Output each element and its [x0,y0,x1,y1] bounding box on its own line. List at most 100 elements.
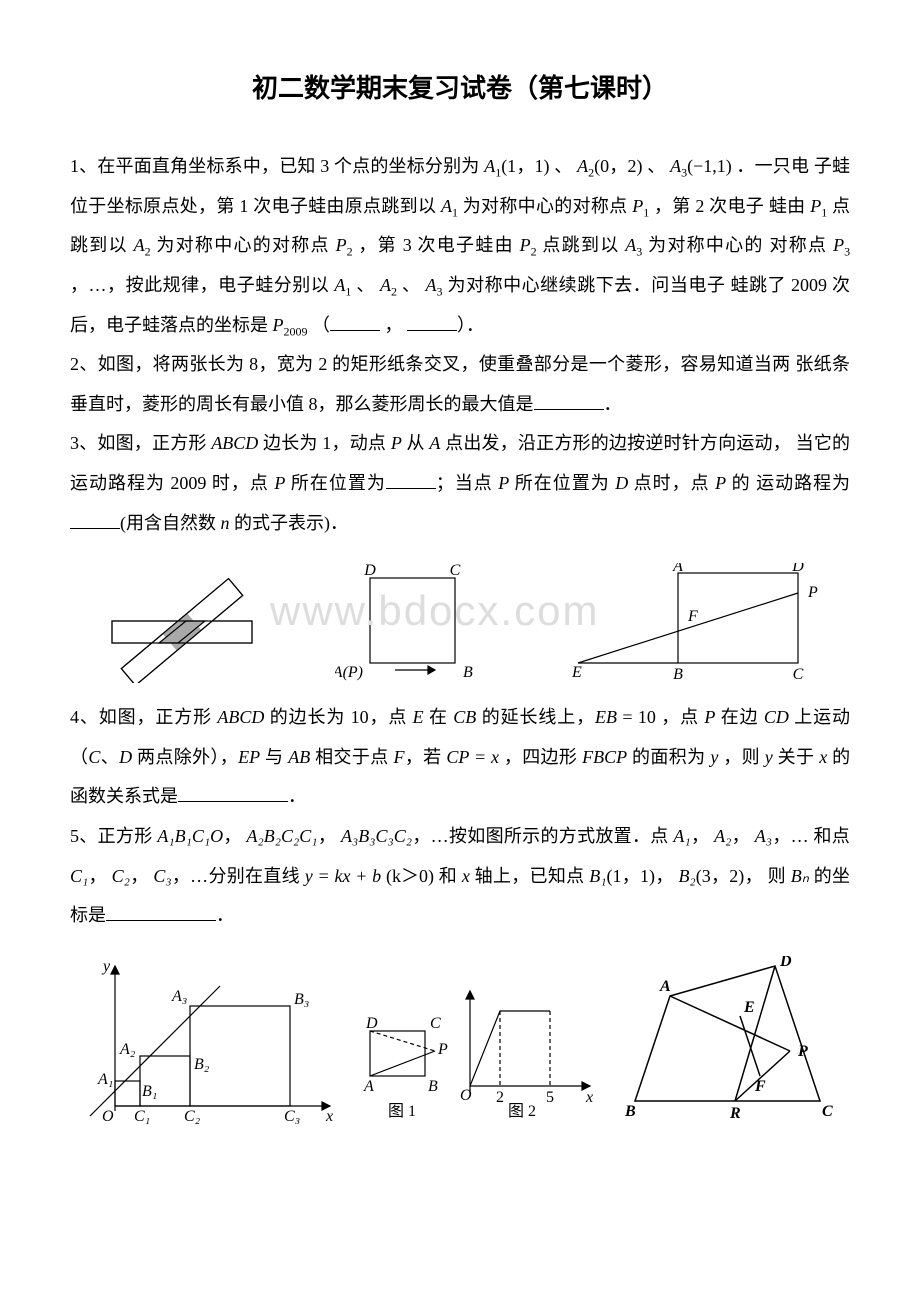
cap: 图 2 [508,1103,536,1120]
var: A [426,275,437,295]
var: P [810,196,821,216]
lbl: P [797,1043,808,1060]
var: P [274,473,285,493]
var: EP [238,747,260,767]
c: ， [130,866,149,886]
var: B₂ [678,866,695,886]
lbl: C [430,1015,441,1032]
var: P [715,473,726,493]
lbl: A₂ [119,1041,136,1058]
blank [330,312,380,331]
c: ， [691,826,710,846]
var: ABCD [211,433,258,453]
lbl: O [460,1087,472,1104]
var: A [334,275,345,295]
text: 为对称中心的对称点 [156,235,335,255]
lbl: x [585,1089,593,1106]
text: ，四边形 [499,747,582,767]
blank [534,391,604,410]
lbl: B [624,1103,636,1120]
lbl: C [793,666,804,683]
text: 在 [424,707,454,727]
var: P [336,235,347,255]
text: 为对称中心的对称点 [463,196,632,216]
sub: 1 [452,205,458,219]
figure-row-2: y x O A₁ A₂ A₃ B₁ B₂ B₃ C₁ C₂ C₃ D C P A… [70,956,850,1126]
text: 的面积为 [627,747,705,767]
lbl: 5 [546,1089,554,1106]
var: D [615,473,628,493]
q1: 1、在平面直角坐标系中，已知 3 个点的坐标分别为 A1(1，1) 、 A2(0… [70,147,850,345]
lbl: B₁ [142,1083,157,1100]
figure-row-1: D C A(P) B A D P F E B C [70,563,850,683]
sep: 、 [402,275,426,295]
q4: 4、如图，正方形 ABCD 的边长为 10，点 E 在 CB 的延长线上，EB … [70,698,850,817]
var: A₃B₃C₃C₂ [341,826,412,846]
sub: 3 [636,245,642,259]
var: A₁ [673,826,690,846]
text: 关于 [773,747,819,767]
text: 的式子表示)． [230,513,349,533]
text: 的边长为 10，点 [264,707,412,727]
var: P [520,235,531,255]
text: 运动路程为 [756,473,850,493]
lbl: B [673,666,683,683]
var: A [429,433,440,453]
sub: 3 [437,285,443,299]
lbl: B₂ [194,1056,210,1073]
var: A [441,196,452,216]
fig-square-abcd: D C A(P) B [335,563,495,683]
sub: 2 [531,245,537,259]
var: F [393,747,404,767]
lbl: F [687,608,698,625]
var: A [670,156,681,176]
text: 则 [768,866,791,886]
text: ，若 [404,747,446,767]
text: 蛙由 [769,196,810,216]
lbl: C₂ [184,1108,201,1125]
text: 4、如图，正方形 [70,707,217,727]
lbl: B₃ [294,991,309,1008]
var: CD [764,707,789,727]
text: ． [604,394,622,414]
sub: 1 [821,205,827,219]
blank [407,312,457,331]
coord: (−1,1) [687,156,732,176]
text: ）． [457,315,484,335]
lbl: P [437,1041,448,1058]
lbl: A [672,563,683,575]
lbl: A₁ [97,1071,113,1088]
sub: 2 [347,245,353,259]
var: A₃ [755,826,772,846]
sep: 、 [356,275,380,295]
text: 对称点 [769,235,833,255]
text: ，点 [656,707,705,727]
lbl: F [754,1078,766,1095]
var: P [391,433,402,453]
fig-small-square-axes: D C P A B O 2 5 x 图 1 图 2 [360,976,600,1126]
lbl: A(P) [335,664,363,681]
var: P [704,707,715,727]
var: Bₙ [791,866,809,886]
var: C₃ [153,866,171,886]
var: A₂B₂C₂C₁ [247,826,318,846]
text: 的 [726,473,750,493]
text: ，…，按此规律，电子蛙分别以 [70,275,334,295]
text: 相交于点 [310,747,393,767]
dot: 、 [100,747,119,767]
text: 点出发，沿正方形的边按逆时针方向运动， [440,433,791,453]
text: 点跳到以 [542,235,625,255]
var: C₂ [112,866,130,886]
var: CB [453,707,476,727]
text: ，第 3 次电子蛙由 [358,235,519,255]
lbl: A [659,978,671,995]
var: C₁ [70,866,88,886]
var: CP [446,747,469,767]
coord: (0，2) [594,156,642,176]
var: A₂ [714,826,731,846]
c: ，…按如图所示的方式放置．点 [412,826,673,846]
text: 为对称中心的 [648,235,764,255]
text: 两点除外）， [132,747,238,767]
coord: (1，1) [501,156,549,176]
var: P [273,315,284,335]
